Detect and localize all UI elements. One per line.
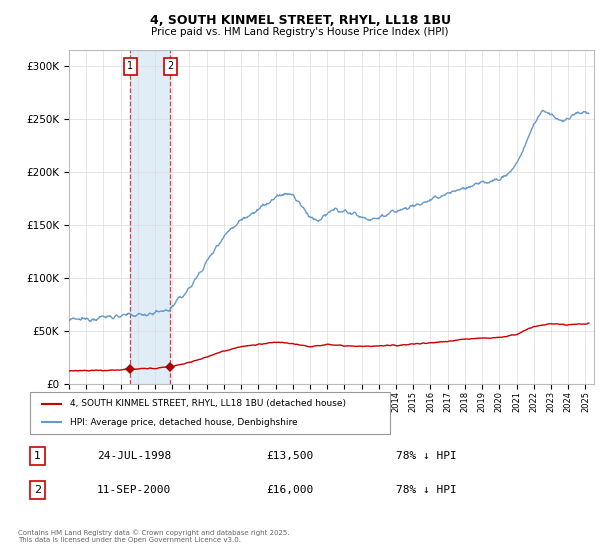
Text: 24-JUL-1998: 24-JUL-1998 xyxy=(97,451,171,461)
Text: HPI: Average price, detached house, Denbighshire: HPI: Average price, detached house, Denb… xyxy=(70,418,297,427)
Text: Contains HM Land Registry data © Crown copyright and database right 2025.
This d: Contains HM Land Registry data © Crown c… xyxy=(18,529,290,543)
Text: 2: 2 xyxy=(167,61,173,71)
Text: £13,500: £13,500 xyxy=(266,451,313,461)
Text: 11-SEP-2000: 11-SEP-2000 xyxy=(97,485,171,494)
FancyBboxPatch shape xyxy=(30,392,390,434)
Text: 4, SOUTH KINMEL STREET, RHYL, LL18 1BU: 4, SOUTH KINMEL STREET, RHYL, LL18 1BU xyxy=(149,14,451,27)
Bar xyxy=(130,50,170,384)
Text: Price paid vs. HM Land Registry's House Price Index (HPI): Price paid vs. HM Land Registry's House … xyxy=(151,27,449,37)
Text: 78% ↓ HPI: 78% ↓ HPI xyxy=(396,451,457,461)
Text: 1: 1 xyxy=(34,451,41,461)
Text: 4, SOUTH KINMEL STREET, RHYL, LL18 1BU (detached house): 4, SOUTH KINMEL STREET, RHYL, LL18 1BU (… xyxy=(70,399,346,408)
Text: 2: 2 xyxy=(34,485,41,494)
Text: £16,000: £16,000 xyxy=(266,485,313,494)
Text: 1: 1 xyxy=(127,61,133,71)
Text: 78% ↓ HPI: 78% ↓ HPI xyxy=(396,485,457,494)
